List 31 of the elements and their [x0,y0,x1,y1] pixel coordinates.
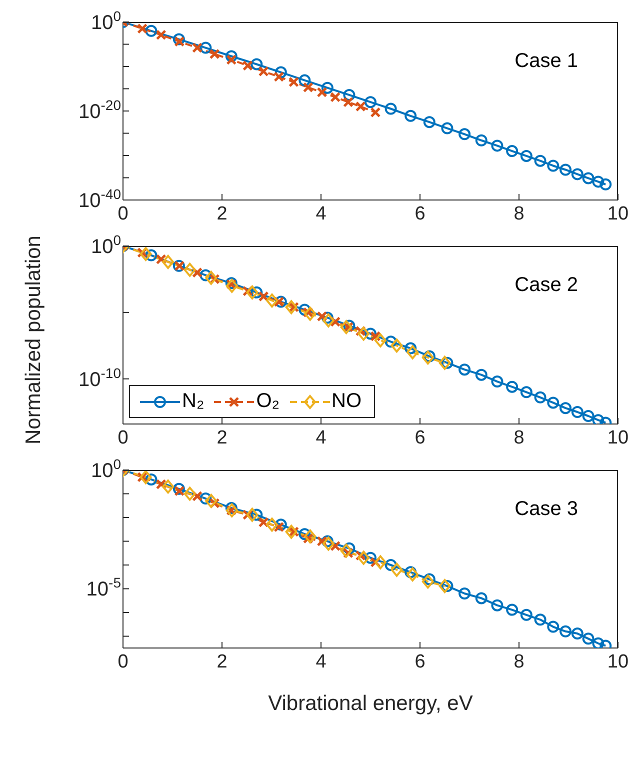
x-tick-label: 8 [514,427,524,448]
x-tick-label: 2 [216,651,228,672]
x-tick-label: 2 [216,203,228,224]
x-tick-label: 0 [118,427,128,448]
y-tick-label: 10$^{-20}$ [78,97,122,123]
x-tick-label: 4 [316,651,327,672]
annotation: Case 3 [514,498,578,521]
x-tick-label: 6 [414,427,426,448]
y-axis-title: Normalized population [22,236,46,444]
x-tick-label: 6 [414,651,426,672]
legend-label: N₂ [182,390,204,413]
x-tick-label: 6 [414,203,426,224]
x-tick-label: 4 [316,427,327,448]
annotation: Case 2 [514,274,578,297]
x-tick-label: 4 [316,203,327,224]
y-tick-label: 10$^{0}$ [90,456,122,482]
y-tick-label: 10$^{0}$ [90,232,122,258]
x-tick-label: 0 [118,651,128,672]
x-tick-label: 8 [514,203,524,224]
y-tick-label: 10$^{-10}$ [78,364,122,391]
y-tick-label: 10$^{-5}$ [86,574,122,601]
x-tick-label: 8 [514,651,524,672]
x-tick-label: 10 [607,203,629,224]
x-tick-label: 2 [216,427,228,448]
legend-label: NO [332,390,362,413]
x-tick-label: 10 [607,427,629,448]
y-tick-label: 10$^{0}$ [90,8,122,34]
x-tick-label: 10 [607,651,629,672]
x-axis-title: Vibrational energy, eV [268,692,473,715]
legend-label: O₂ [256,390,280,413]
annotation: Case 1 [514,50,578,73]
